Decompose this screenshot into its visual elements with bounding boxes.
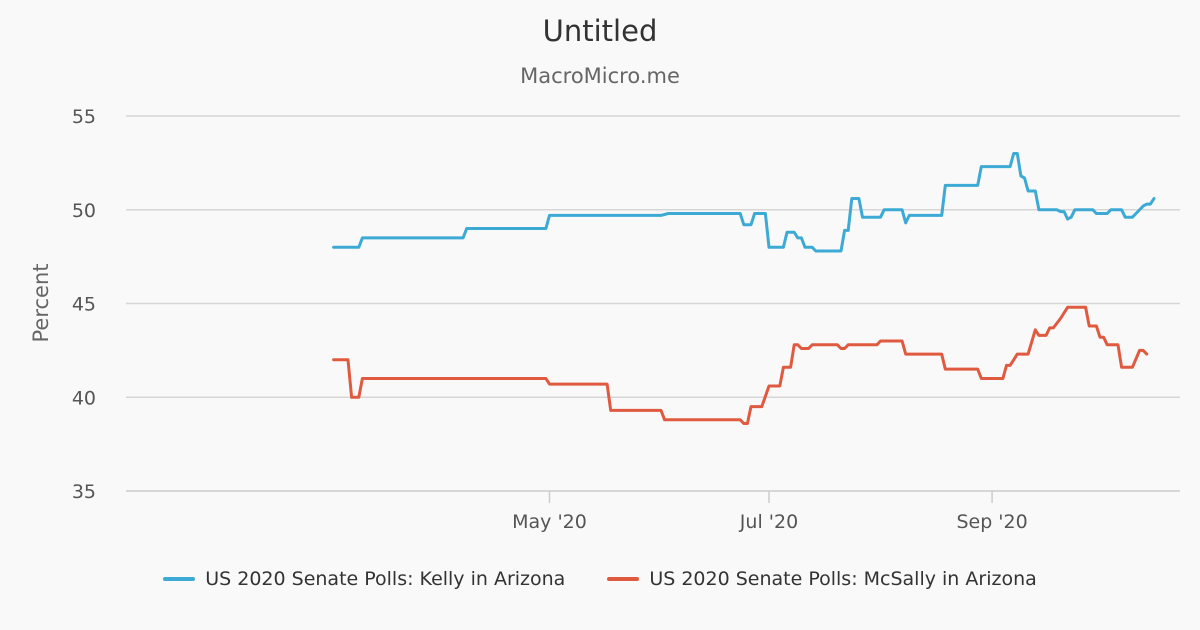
legend-item-kelly[interactable]: US 2020 Senate Polls: Kelly in Arizona: [163, 568, 565, 590]
chart-subtitle: MacroMicro.me: [520, 64, 680, 88]
x-tick-label: May '20: [512, 511, 587, 533]
legend-label-mcsally: US 2020 Senate Polls: McSally in Arizona: [649, 568, 1037, 590]
x-tick-label: Sep '20: [956, 511, 1027, 533]
gridlines: 35 40 45 50 55: [72, 106, 1180, 503]
chart-title: Untitled: [542, 14, 658, 48]
legend-item-mcsally[interactable]: US 2020 Senate Polls: McSally in Arizona: [607, 568, 1037, 590]
y-tick-label: 35: [72, 481, 96, 503]
y-tick-label: 55: [72, 106, 96, 128]
series-layer: [332, 152, 1156, 425]
legend-swatch-mcsally: [607, 577, 640, 581]
y-axis-title: Percent: [29, 263, 53, 342]
x-tick-label: Jul '20: [739, 511, 798, 533]
series-line-mcsally[interactable]: [332, 305, 1149, 425]
legend: US 2020 Senate Polls: Kelly in Arizona U…: [0, 568, 1200, 590]
series-line-kelly[interactable]: [332, 152, 1156, 253]
x-axis: May '20 Jul '20 Sep '20: [512, 491, 1028, 533]
legend-swatch-kelly: [163, 577, 196, 581]
y-tick-label: 50: [72, 200, 96, 222]
legend-label-kelly: US 2020 Senate Polls: Kelly in Arizona: [205, 568, 566, 590]
y-tick-label: 40: [72, 387, 96, 409]
y-tick-label: 45: [72, 294, 96, 316]
